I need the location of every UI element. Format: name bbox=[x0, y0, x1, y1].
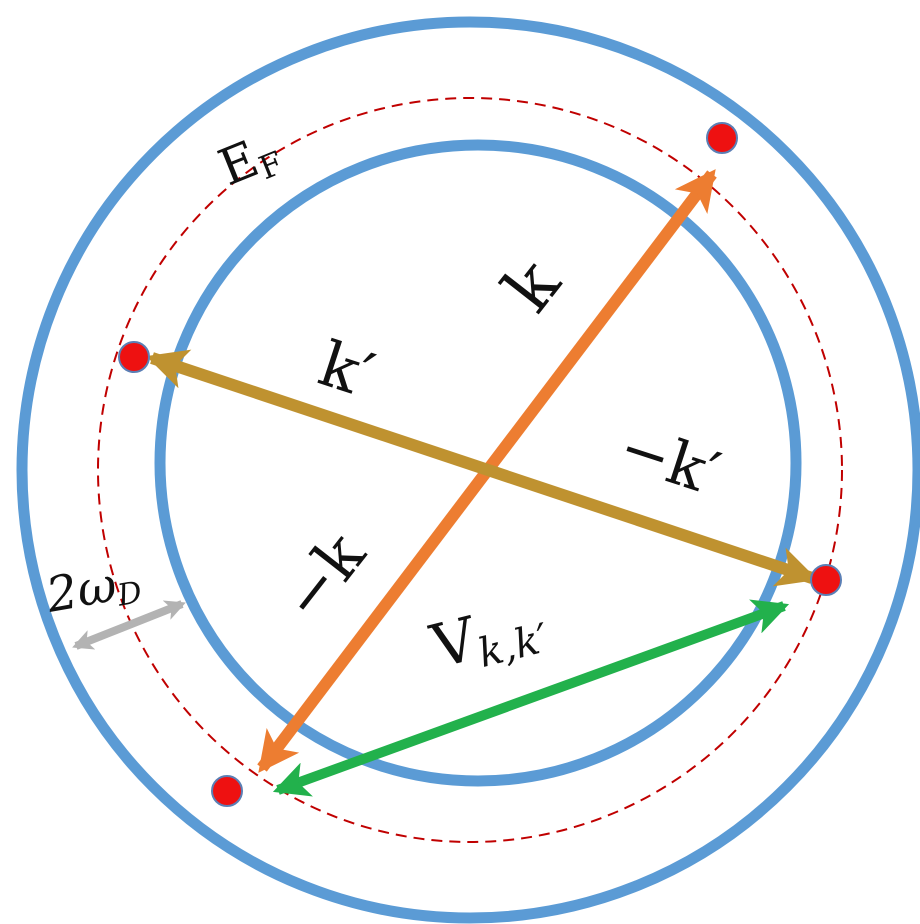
shell-width-label: 2ωD bbox=[41, 552, 144, 626]
fermi-surface-circle bbox=[97, 97, 843, 843]
interaction-label: Vk,k′ bbox=[424, 587, 553, 688]
neg-k-prime-label: −k′ bbox=[611, 412, 728, 510]
k-prime-arrow bbox=[146, 349, 818, 587]
shell-width-arrow bbox=[72, 600, 186, 650]
k-label: k bbox=[488, 245, 576, 327]
electron-dot bbox=[211, 775, 243, 807]
fermi-energy-label: EF bbox=[211, 121, 289, 200]
electron-dot bbox=[810, 564, 842, 596]
electron-dot bbox=[118, 341, 150, 373]
interaction-arrow bbox=[272, 599, 790, 797]
outer-shell-circle bbox=[16, 16, 920, 924]
neg-k-label: −k bbox=[267, 519, 380, 635]
electron-dot bbox=[706, 122, 738, 154]
k-prime-label: k′ bbox=[311, 327, 383, 412]
